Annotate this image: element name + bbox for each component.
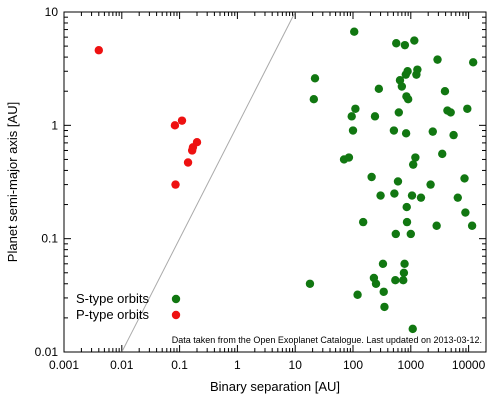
data-point	[407, 191, 417, 200]
data-point	[463, 104, 472, 113]
data-point	[432, 221, 441, 230]
legend-marker-s-type	[171, 294, 181, 304]
data-source-note: Data taken from the Open Exoplanet Catal…	[172, 335, 482, 345]
data-point	[371, 279, 381, 288]
plot-frame	[63, 11, 487, 353]
data-point	[344, 153, 354, 162]
x-tick-label: 0.01	[110, 358, 134, 372]
data-point	[403, 95, 413, 104]
data-point	[438, 149, 447, 159]
legend: S-type orbits P-type orbits	[76, 291, 181, 322]
data-point	[347, 112, 356, 121]
data-point	[350, 27, 359, 36]
data-point	[397, 82, 407, 91]
x-tick-label: 10	[289, 358, 303, 372]
data-point	[440, 87, 450, 96]
data-point	[399, 276, 408, 285]
data-point	[402, 202, 411, 212]
data-point	[183, 158, 193, 167]
data-point	[394, 108, 404, 117]
data-point	[433, 55, 442, 64]
series-s-type	[305, 27, 478, 334]
y-tick-label: 0.1	[41, 232, 58, 246]
x-tick-label: 0.1	[171, 358, 188, 372]
y-axis-title: Planet semi-major axis [AU]	[5, 102, 20, 262]
data-point	[401, 129, 411, 138]
y-tick-label: 1	[51, 118, 58, 132]
data-point	[403, 67, 412, 76]
data-point	[400, 259, 409, 269]
data-point	[310, 74, 320, 83]
data-point	[393, 177, 403, 186]
data-point	[446, 108, 455, 117]
data-point	[399, 268, 409, 277]
legend-label-p-type: P-type orbits	[76, 307, 149, 322]
data-point	[378, 259, 388, 269]
x-tick-label: 100	[343, 358, 363, 372]
data-point	[367, 172, 376, 182]
data-point	[374, 84, 384, 94]
data-point	[192, 137, 202, 147]
data-point	[453, 193, 462, 202]
data-point	[392, 39, 401, 48]
data-point	[410, 36, 419, 45]
data-point	[391, 276, 400, 285]
x-tick-label: 1000	[397, 358, 424, 372]
data-point	[309, 95, 319, 104]
data-point	[449, 130, 458, 140]
data-point	[467, 221, 477, 230]
data-point	[406, 229, 416, 239]
data-point	[376, 191, 385, 200]
x-axis-title: Binary separation [AU]	[210, 379, 340, 394]
data-point	[408, 160, 418, 169]
reference-line	[121, 11, 296, 353]
x-tick-label: 1	[234, 358, 241, 372]
data-point	[370, 112, 380, 121]
x-tick-label: 0.001	[49, 358, 79, 372]
data-point	[171, 180, 180, 189]
data-point	[468, 58, 478, 67]
legend-marker-p-type	[171, 310, 181, 320]
data-point	[400, 40, 410, 50]
data-point	[305, 279, 315, 288]
data-point	[390, 189, 399, 198]
data-point	[380, 302, 389, 312]
data-point	[461, 208, 470, 217]
x-tick-label: 10000	[452, 358, 486, 372]
data-point	[353, 290, 362, 299]
data-point	[358, 217, 368, 227]
data-point	[177, 116, 187, 125]
series-layer	[94, 27, 478, 334]
data-point	[460, 174, 469, 183]
series-p-type	[94, 46, 202, 189]
data-point	[402, 217, 412, 227]
data-point	[94, 46, 103, 55]
data-point	[391, 229, 400, 239]
data-point	[416, 193, 426, 202]
data-point	[351, 104, 360, 113]
data-point	[413, 65, 422, 74]
data-point	[389, 126, 399, 135]
data-point	[411, 153, 420, 162]
legend-label-s-type: S-type orbits	[76, 291, 149, 306]
data-point	[379, 287, 388, 296]
data-point	[170, 121, 180, 130]
data-point	[408, 324, 417, 334]
y-tick-label: 10	[45, 5, 59, 19]
axis-ticks	[63, 11, 487, 353]
data-point	[348, 126, 358, 135]
data-point	[428, 127, 437, 136]
data-point	[426, 180, 435, 189]
y-tick-label: 0.01	[35, 345, 59, 359]
